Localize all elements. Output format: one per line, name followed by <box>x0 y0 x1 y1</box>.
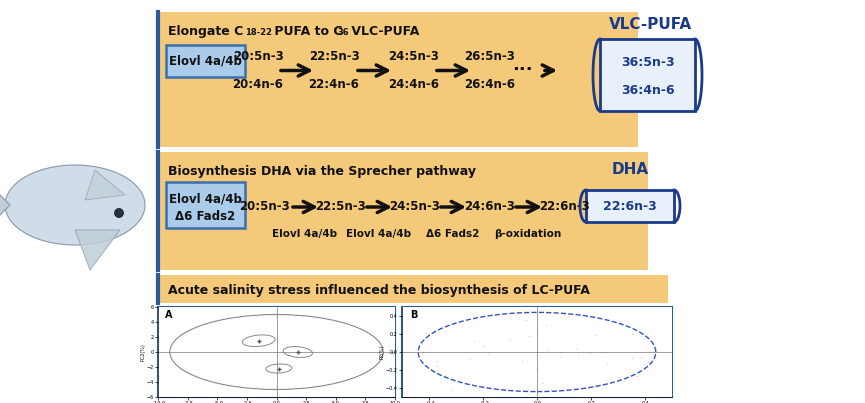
Text: ·: · <box>631 356 633 361</box>
Text: 36: 36 <box>337 28 349 37</box>
Text: ·: · <box>522 359 523 364</box>
Text: VLC-PUFA: VLC-PUFA <box>347 25 420 38</box>
Text: ·: · <box>578 353 580 358</box>
Text: ·: · <box>451 388 452 393</box>
Polygon shape <box>75 230 120 270</box>
Bar <box>600 39 695 111</box>
Text: Elovl 4a/4b: Elovl 4a/4b <box>169 193 242 206</box>
Text: 36:5n-3: 36:5n-3 <box>621 56 675 69</box>
Text: ·: · <box>529 334 530 339</box>
Text: ·: · <box>631 332 633 338</box>
Text: VLC-PUFA: VLC-PUFA <box>608 17 691 32</box>
Text: ·: · <box>483 344 484 349</box>
Bar <box>402 307 672 397</box>
Text: A: A <box>165 310 173 320</box>
Y-axis label: PC2(%): PC2(%) <box>140 343 145 361</box>
Text: ···: ··· <box>512 62 532 79</box>
Text: ·: · <box>541 381 543 386</box>
Text: 18-22: 18-22 <box>245 28 272 37</box>
Text: ·: · <box>594 333 596 338</box>
Text: ·: · <box>426 331 427 336</box>
Y-axis label: P2(%): P2(%) <box>380 345 385 359</box>
Text: β-oxidation: β-oxidation <box>495 229 561 239</box>
Text: ·: · <box>575 348 577 353</box>
Text: DHA: DHA <box>612 162 649 177</box>
Text: Elongate C: Elongate C <box>168 25 243 38</box>
Text: Δ6 Fads2: Δ6 Fads2 <box>176 210 235 224</box>
Text: ·: · <box>473 339 475 344</box>
Text: B: B <box>410 310 418 320</box>
Bar <box>158 307 395 397</box>
Text: ·: · <box>560 355 561 361</box>
Text: 22:6n-3: 22:6n-3 <box>540 201 591 214</box>
Text: ·: · <box>548 348 549 353</box>
FancyBboxPatch shape <box>166 182 245 228</box>
Text: 22:4n-6: 22:4n-6 <box>309 79 360 91</box>
Text: ·: · <box>525 318 527 323</box>
Text: PUFA to C: PUFA to C <box>270 25 343 38</box>
Bar <box>586 190 674 222</box>
Text: Elovl 4a/4b: Elovl 4a/4b <box>272 229 337 239</box>
Text: 24:4n-6: 24:4n-6 <box>388 79 439 91</box>
Text: ·: · <box>601 350 603 355</box>
Text: 26:4n-6: 26:4n-6 <box>465 79 516 91</box>
Text: ·: · <box>637 374 638 379</box>
Text: ·: · <box>536 367 538 372</box>
Text: 22:5n-3: 22:5n-3 <box>309 50 359 62</box>
Text: Biosynthesis DHA via the Sprecher pathway: Biosynthesis DHA via the Sprecher pathwa… <box>168 165 476 178</box>
Text: ·: · <box>437 364 439 369</box>
Text: ·: · <box>536 329 538 334</box>
Text: ·: · <box>641 355 643 360</box>
Text: ·: · <box>647 360 649 365</box>
Text: ·: · <box>435 359 437 365</box>
FancyBboxPatch shape <box>166 45 245 77</box>
Text: 22:6n-3: 22:6n-3 <box>603 199 657 212</box>
Ellipse shape <box>114 208 124 218</box>
Text: 20:5n-3: 20:5n-3 <box>240 201 291 214</box>
Text: Acute salinity stress influenced the biosynthesis of LC-PUFA: Acute salinity stress influenced the bio… <box>168 284 590 297</box>
Text: 20:5n-3: 20:5n-3 <box>233 50 284 62</box>
Polygon shape <box>85 170 125 200</box>
Text: ·: · <box>438 372 439 377</box>
Text: 26:5n-3: 26:5n-3 <box>465 50 516 62</box>
Text: Elovl 4a/4b: Elovl 4a/4b <box>169 54 242 67</box>
Bar <box>158 12 638 147</box>
Text: ·: · <box>588 351 590 356</box>
Text: ·: · <box>509 337 510 342</box>
Text: 24:5n-3: 24:5n-3 <box>389 201 440 214</box>
Text: ·: · <box>470 356 471 361</box>
Text: 22:5n-3: 22:5n-3 <box>315 201 365 214</box>
Text: Δ6 Fads2: Δ6 Fads2 <box>426 229 480 239</box>
Text: 20:4n-6: 20:4n-6 <box>233 79 284 91</box>
Text: ·: · <box>545 323 547 328</box>
Text: 36:4n-6: 36:4n-6 <box>621 85 675 98</box>
Bar <box>158 152 648 270</box>
Bar <box>158 275 668 303</box>
Ellipse shape <box>5 165 145 245</box>
Text: ·: · <box>606 361 608 366</box>
Text: 24:6n-3: 24:6n-3 <box>465 201 516 214</box>
Text: ·: · <box>487 353 489 358</box>
Polygon shape <box>0 160 10 250</box>
Text: Elovl 4a/4b: Elovl 4a/4b <box>347 229 412 239</box>
Text: 24:5n-3: 24:5n-3 <box>388 50 439 62</box>
